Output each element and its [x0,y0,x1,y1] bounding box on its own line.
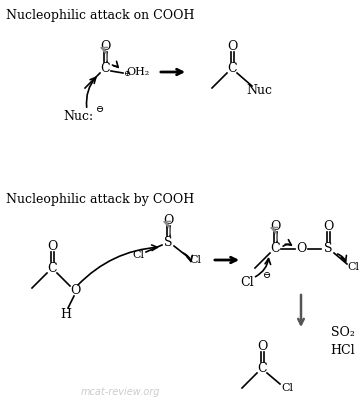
Text: C: C [227,61,237,75]
Text: S: S [324,242,332,256]
Text: ⊖: ⊖ [263,271,271,281]
Text: C: C [257,361,267,374]
Text: O: O [70,283,80,296]
Text: O: O [163,213,173,227]
Text: C: C [270,242,280,254]
Text: Cl: Cl [281,383,293,393]
Text: S: S [164,235,172,249]
Text: Nucleophilic attack on COOH: Nucleophilic attack on COOH [6,8,194,22]
Text: O: O [270,220,280,232]
Text: OH₂: OH₂ [126,67,150,77]
Text: Nucleophilic attack by COOH: Nucleophilic attack by COOH [6,193,194,207]
Text: ⊕: ⊕ [123,70,130,78]
Text: HCl: HCl [331,344,355,356]
Text: O: O [323,220,333,232]
Text: H: H [60,308,72,320]
Text: O: O [257,339,267,352]
Text: Cl: Cl [132,250,144,260]
Text: C: C [47,261,57,274]
Text: Cl: Cl [347,262,359,272]
Text: Nuc:: Nuc: [63,110,93,122]
Text: Cl: Cl [240,276,254,290]
Text: SO₂: SO₂ [331,325,355,339]
Text: mcat-review.org: mcat-review.org [80,387,160,397]
Text: O: O [227,39,237,53]
Text: C: C [100,61,110,75]
Text: Cl: Cl [189,255,201,265]
Text: O: O [296,242,306,256]
Text: ⊖: ⊖ [96,105,104,115]
Text: O: O [47,239,57,252]
Text: O: O [100,39,110,53]
Text: Nuc: Nuc [246,83,272,97]
